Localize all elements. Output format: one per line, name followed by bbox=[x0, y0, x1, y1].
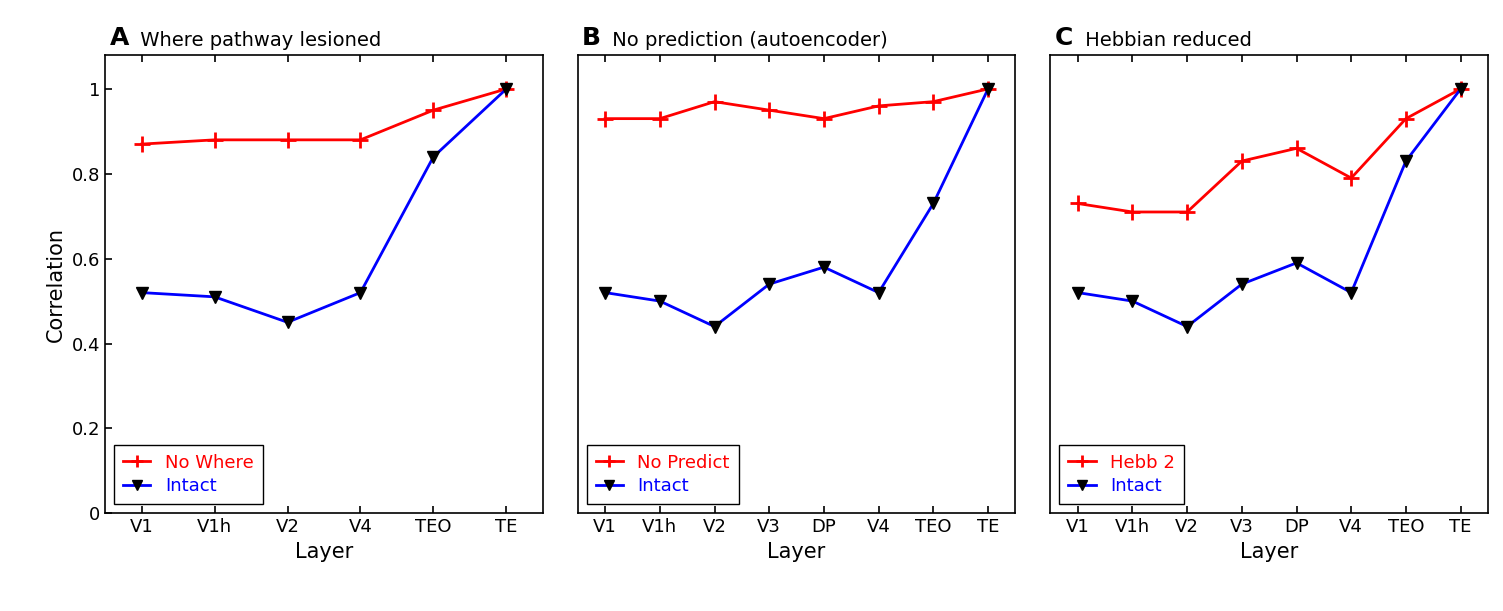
X-axis label: Layer: Layer bbox=[295, 542, 353, 562]
Text: Where pathway lesioned: Where pathway lesioned bbox=[134, 31, 380, 51]
Legend: No Predict, Intact: No Predict, Intact bbox=[586, 445, 739, 504]
X-axis label: Layer: Layer bbox=[768, 542, 825, 562]
Text: C: C bbox=[1055, 26, 1073, 51]
Text: Hebbian reduced: Hebbian reduced bbox=[1079, 31, 1252, 51]
Text: A: A bbox=[110, 26, 129, 51]
Legend: No Where, Intact: No Where, Intact bbox=[114, 445, 263, 504]
Text: B: B bbox=[582, 26, 601, 51]
X-axis label: Layer: Layer bbox=[1240, 542, 1299, 562]
Legend: Hebb 2, Intact: Hebb 2, Intact bbox=[1060, 445, 1184, 504]
Text: No prediction (autoencoder): No prediction (autoencoder) bbox=[606, 31, 888, 51]
Y-axis label: Correlation: Correlation bbox=[47, 227, 66, 342]
